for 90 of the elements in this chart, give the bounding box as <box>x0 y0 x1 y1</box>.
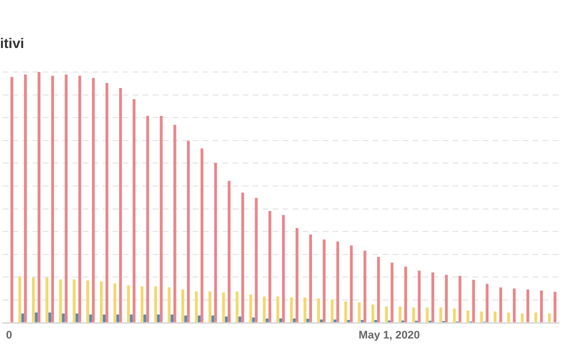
bar <box>358 302 361 322</box>
chart-title: itivi <box>0 35 24 51</box>
bar <box>404 266 408 322</box>
bar <box>10 77 14 322</box>
bar <box>168 287 171 322</box>
bar <box>198 316 201 322</box>
bar <box>385 306 388 322</box>
bar <box>282 214 285 322</box>
bar <box>76 314 78 322</box>
bar <box>371 304 374 322</box>
bar <box>320 320 323 322</box>
bar <box>224 316 228 322</box>
bar <box>334 320 336 322</box>
bar <box>89 314 92 322</box>
bar <box>236 291 238 322</box>
bar <box>200 148 204 322</box>
bar <box>62 314 65 322</box>
bar <box>186 140 190 322</box>
bar <box>480 312 483 322</box>
bar <box>507 312 510 322</box>
bar <box>21 314 24 322</box>
bar <box>426 308 429 322</box>
bar <box>154 286 158 322</box>
bar <box>211 316 214 322</box>
bar <box>304 297 306 322</box>
bar <box>38 72 40 322</box>
bar <box>279 318 282 322</box>
bar <box>222 292 225 322</box>
bar <box>466 310 470 322</box>
bar <box>390 262 394 322</box>
bar <box>306 318 310 322</box>
bar <box>132 99 136 322</box>
x-tick-label: 0 <box>6 329 12 342</box>
bar <box>418 270 421 322</box>
bar <box>119 88 122 322</box>
bar <box>534 312 538 322</box>
bar <box>170 314 174 322</box>
bar <box>554 292 556 322</box>
bar <box>51 76 54 322</box>
bar <box>276 296 280 322</box>
bar <box>458 276 462 322</box>
bar <box>116 314 120 322</box>
bar <box>439 308 442 322</box>
bar <box>364 250 366 322</box>
bar <box>548 314 551 322</box>
bar <box>309 234 312 322</box>
bar <box>228 180 231 322</box>
bar <box>238 316 242 322</box>
bar <box>194 291 198 322</box>
bar <box>208 291 212 322</box>
bar <box>157 314 160 322</box>
bar <box>377 256 380 322</box>
bar <box>452 308 456 322</box>
bar <box>214 163 217 322</box>
bar <box>472 280 475 322</box>
bar <box>526 289 530 322</box>
bar <box>486 284 489 322</box>
bar <box>113 283 116 322</box>
bar <box>540 290 543 322</box>
bar <box>292 318 296 322</box>
x-tick-label: May 1, 2020 <box>358 329 420 342</box>
bar <box>24 74 27 322</box>
bar <box>398 306 402 322</box>
bar <box>34 312 38 322</box>
bar <box>268 210 272 322</box>
bar <box>499 287 502 322</box>
bar <box>106 83 108 322</box>
bar <box>59 279 62 322</box>
bar <box>184 316 187 322</box>
bar <box>344 301 348 322</box>
bar <box>252 318 255 322</box>
bar <box>494 312 496 322</box>
bar <box>262 296 266 322</box>
bar <box>46 277 48 322</box>
bar <box>127 285 130 322</box>
bar <box>32 277 35 322</box>
bar <box>140 286 144 322</box>
bar <box>266 318 268 322</box>
bar <box>520 314 524 322</box>
bar <box>48 312 52 322</box>
bar <box>143 314 146 322</box>
bar <box>317 298 320 322</box>
bar <box>130 314 133 322</box>
bar <box>330 299 334 322</box>
bar <box>444 274 448 322</box>
bar <box>412 308 416 322</box>
bar <box>102 314 106 322</box>
bar <box>72 279 76 322</box>
bar <box>296 228 298 322</box>
bar <box>290 297 293 322</box>
